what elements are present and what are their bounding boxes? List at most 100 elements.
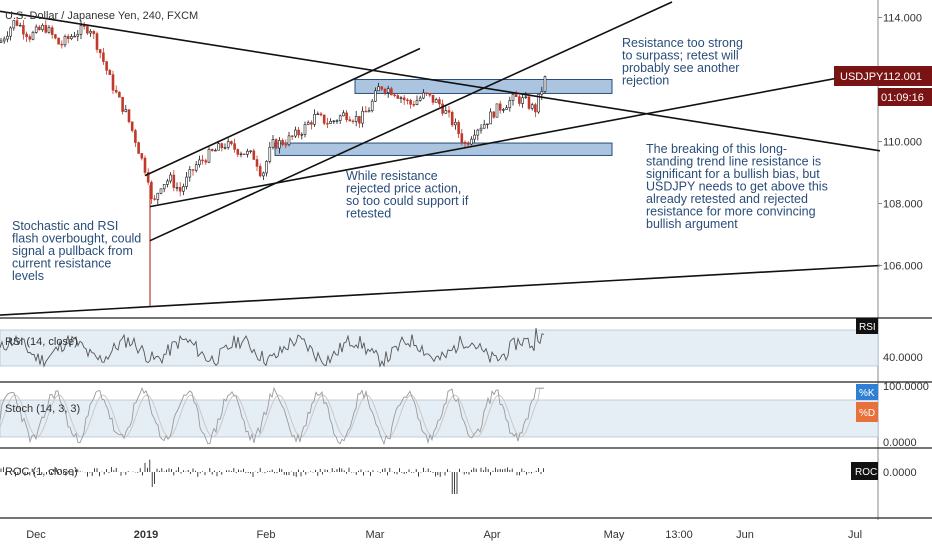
- candle-body: [329, 120, 332, 124]
- candle-body: [319, 113, 323, 116]
- candle-body: [447, 110, 451, 113]
- candle-body: [396, 95, 400, 99]
- candle-body: [524, 96, 528, 98]
- svg-text:RSI: RSI: [859, 322, 876, 333]
- candle-body: [169, 174, 172, 182]
- candle-body: [402, 97, 406, 101]
- rsi-tag: RSI: [856, 318, 878, 334]
- stoch-label: Stoch (14, 3, 3): [5, 403, 80, 415]
- candle-body: [479, 127, 483, 131]
- candle-body: [108, 70, 112, 75]
- candle-body: [367, 110, 371, 113]
- y-tick-label: 108.000: [883, 199, 923, 211]
- candle-body: [505, 107, 508, 110]
- x-tick-label: Dec: [26, 529, 46, 541]
- x-tick-label: Apr: [483, 529, 500, 541]
- candle-body: [102, 52, 105, 62]
- candle-body: [239, 153, 243, 156]
- candle-body: [111, 74, 115, 91]
- stoch-lines: [0, 386, 544, 446]
- candle-body: [143, 157, 147, 173]
- candle-body: [12, 20, 16, 29]
- annotation-text: While resistance rejected price action, so…: [346, 169, 469, 221]
- candle-body: [422, 92, 425, 99]
- stoch-band: [0, 399, 879, 438]
- candle-body: [345, 112, 348, 120]
- candle-body: [450, 111, 454, 126]
- candle-body: [134, 130, 137, 143]
- candle-body: [377, 86, 380, 92]
- candle-body: [121, 96, 124, 112]
- candle-body: [428, 93, 432, 96]
- candle-body: [226, 141, 230, 148]
- candle-body: [412, 104, 416, 106]
- x-axis-ticks: Dec 2019 Feb Mar Apr May 13:00 Jun Jul: [26, 529, 862, 541]
- candle-body: [258, 166, 262, 177]
- candle-body: [370, 100, 374, 112]
- candle-body: [342, 112, 345, 117]
- candle-body: [297, 129, 300, 136]
- candle-body: [76, 34, 80, 37]
- x-tick-label: 2019: [134, 529, 158, 541]
- candle-body: [86, 26, 89, 34]
- candle-body: [233, 143, 236, 150]
- x-tick-label: Feb: [257, 529, 276, 541]
- candle-body: [210, 149, 214, 151]
- candle-body: [489, 111, 492, 125]
- candle-body: [118, 91, 121, 98]
- annotation-text: Resistance too strong to surpass; retest …: [622, 36, 743, 88]
- candle-body: [438, 99, 441, 105]
- candle-body: [156, 192, 160, 200]
- candle-body: [22, 25, 25, 35]
- candle-body: [198, 159, 201, 166]
- candle-body: [316, 113, 320, 116]
- candle-body: [137, 142, 140, 154]
- rsi-label: RSI (14, close): [5, 336, 78, 348]
- candle-body: [540, 91, 544, 95]
- countdown-label: 01:09:16: [881, 92, 924, 104]
- candle-body: [287, 135, 291, 146]
- candle-body: [431, 94, 435, 103]
- candle-body: [303, 124, 307, 135]
- candle-body: [348, 119, 352, 122]
- candle-body: [153, 198, 156, 200]
- candle-body: [364, 110, 368, 113]
- candle-body: [502, 109, 505, 111]
- candle-body: [166, 180, 169, 185]
- candle-body: [95, 33, 99, 50]
- rsi-series: [0, 327, 545, 368]
- candle-body: [191, 169, 195, 171]
- candle-body: [34, 26, 38, 33]
- trend-line: [0, 10, 881, 152]
- candle-body: [236, 149, 240, 155]
- candle-body: [386, 88, 390, 93]
- candle-body: [434, 99, 438, 103]
- candle-body: [162, 184, 166, 190]
- candle-body: [185, 176, 188, 187]
- candle-body: [495, 103, 499, 118]
- trend-lines: [0, 1, 881, 316]
- candle-body: [508, 100, 512, 109]
- trend-line: [149, 1, 673, 242]
- candle-body: [18, 25, 22, 27]
- stoch-tick-low: 0.0000: [883, 437, 917, 449]
- candle-body: [543, 76, 547, 92]
- candle-body: [534, 104, 537, 113]
- candle-body: [406, 99, 409, 102]
- candle-body: [294, 129, 297, 137]
- svg-text:%D: %D: [859, 408, 875, 419]
- candle-body: [89, 31, 92, 34]
- candle-body: [172, 174, 176, 188]
- stoch-d-tag: %D: [856, 402, 878, 422]
- candle-body: [146, 172, 150, 183]
- candle-body: [281, 140, 284, 145]
- candle-body: [335, 120, 339, 122]
- candle-body: [444, 110, 448, 114]
- candle-body: [114, 89, 118, 93]
- x-tick-label: Jun: [736, 529, 754, 541]
- candle-body: [140, 153, 144, 159]
- candle-body: [41, 25, 44, 31]
- candle-body: [54, 34, 57, 39]
- candle-body: [390, 88, 393, 96]
